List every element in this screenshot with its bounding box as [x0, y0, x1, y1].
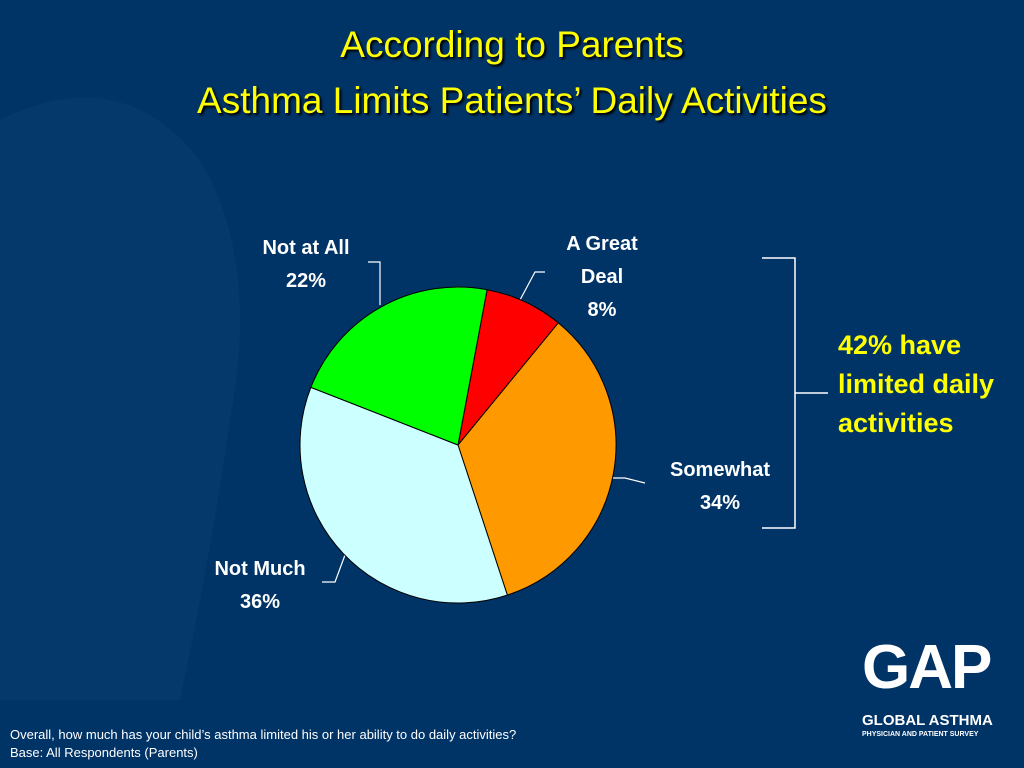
annotation: 42% have limited daily activities	[838, 330, 995, 438]
note: Overall, how much has your child’s asthm…	[10, 727, 517, 742]
category-label: Not at All	[262, 237, 350, 259]
note: Base: All Respondents (Parents)	[10, 745, 198, 760]
subtitle: Asthma Limits Patients’ Daily Activities	[197, 80, 827, 121]
leader-lines	[322, 261, 646, 583]
pie-slice	[299, 386, 508, 604]
category-label: Somewhat	[669, 459, 771, 481]
slice-label: A Great Deal 8%	[552, 228, 652, 327]
slice-label: Not Much 36%	[190, 553, 330, 619]
background-shape	[0, 97, 240, 700]
logo-tagline: PHYSICIAN AND PATIENT SURVEY	[862, 731, 979, 738]
slice-label: Not at All 22%	[236, 232, 376, 298]
pie-slice	[457, 322, 617, 596]
logo-mark: GAP	[862, 633, 992, 702]
pie-slice	[310, 286, 488, 446]
category-label: A Great Deal	[566, 233, 638, 288]
value-label: 34%	[699, 492, 741, 514]
pie	[299, 286, 617, 604]
logo-name: GLOBAL ASTHMA	[862, 712, 993, 729]
bracket	[762, 257, 828, 529]
value-label: 36%	[239, 591, 281, 613]
value-label: 22%	[285, 270, 327, 292]
title: According to Parents	[340, 24, 684, 65]
slice-label: Somewhat 34%	[650, 454, 790, 520]
value-label: 8%	[587, 299, 617, 321]
category-label: Not Much	[214, 558, 306, 580]
